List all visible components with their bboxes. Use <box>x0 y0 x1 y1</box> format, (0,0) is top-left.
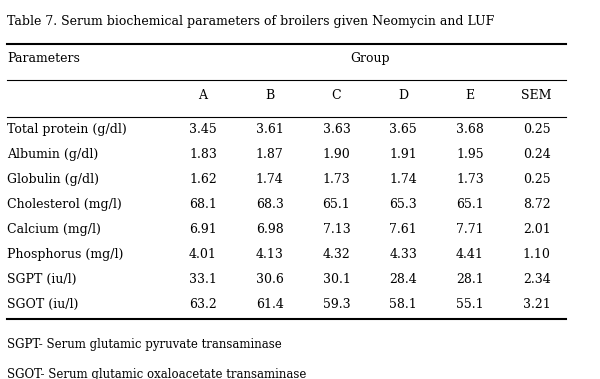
Text: 6.98: 6.98 <box>256 223 284 236</box>
Text: 1.90: 1.90 <box>323 148 350 161</box>
Text: 3.63: 3.63 <box>323 123 350 136</box>
Text: B: B <box>265 89 274 102</box>
Text: Globulin (g/dl): Globulin (g/dl) <box>7 173 99 186</box>
Text: 0.25: 0.25 <box>523 173 550 186</box>
Text: 1.87: 1.87 <box>256 148 284 161</box>
Text: 7.13: 7.13 <box>323 223 350 236</box>
Text: Total protein (g/dl): Total protein (g/dl) <box>7 123 127 136</box>
Text: 1.83: 1.83 <box>189 148 217 161</box>
Text: C: C <box>332 89 341 102</box>
Text: 4.33: 4.33 <box>389 247 417 261</box>
Text: 68.1: 68.1 <box>189 198 217 211</box>
Text: Parameters: Parameters <box>7 52 80 66</box>
Text: A: A <box>199 89 208 102</box>
Text: 55.1: 55.1 <box>456 298 484 311</box>
Text: D: D <box>398 89 408 102</box>
Text: 30.6: 30.6 <box>256 273 284 286</box>
Text: 28.1: 28.1 <box>456 273 484 286</box>
Text: SEM: SEM <box>521 89 552 102</box>
Text: 28.4: 28.4 <box>389 273 417 286</box>
Text: 6.91: 6.91 <box>189 223 217 236</box>
Text: 33.1: 33.1 <box>189 273 217 286</box>
Text: 2.34: 2.34 <box>523 273 551 286</box>
Text: 7.71: 7.71 <box>456 223 484 236</box>
Text: 3.61: 3.61 <box>256 123 284 136</box>
Text: 1.95: 1.95 <box>456 148 484 161</box>
Text: 4.13: 4.13 <box>256 247 284 261</box>
Text: Calcium (mg/l): Calcium (mg/l) <box>7 223 101 236</box>
Text: 3.21: 3.21 <box>523 298 551 311</box>
Text: E: E <box>466 89 475 102</box>
Text: SGPT (iu/l): SGPT (iu/l) <box>7 273 77 286</box>
Text: 1.73: 1.73 <box>456 173 484 186</box>
Text: 1.10: 1.10 <box>523 247 551 261</box>
Text: 2.01: 2.01 <box>523 223 551 236</box>
Text: Phosphorus (mg/l): Phosphorus (mg/l) <box>7 247 124 261</box>
Text: 7.61: 7.61 <box>389 223 417 236</box>
Text: 1.62: 1.62 <box>189 173 217 186</box>
Text: Cholesterol (mg/l): Cholesterol (mg/l) <box>7 198 122 211</box>
Text: 68.3: 68.3 <box>256 198 284 211</box>
Text: 4.01: 4.01 <box>189 247 217 261</box>
Text: 61.4: 61.4 <box>256 298 284 311</box>
Text: 8.72: 8.72 <box>523 198 550 211</box>
Text: 4.41: 4.41 <box>456 247 484 261</box>
Text: 4.32: 4.32 <box>323 247 350 261</box>
Text: 63.2: 63.2 <box>189 298 217 311</box>
Text: 58.1: 58.1 <box>389 298 417 311</box>
Text: 0.25: 0.25 <box>523 123 550 136</box>
Text: 3.68: 3.68 <box>456 123 484 136</box>
Text: SGOT- Serum glutamic oxaloacetate transaminase: SGOT- Serum glutamic oxaloacetate transa… <box>7 368 307 379</box>
Text: 65.3: 65.3 <box>389 198 417 211</box>
Text: Albumin (g/dl): Albumin (g/dl) <box>7 148 98 161</box>
Text: 30.1: 30.1 <box>323 273 350 286</box>
Text: 1.73: 1.73 <box>323 173 350 186</box>
Text: 65.1: 65.1 <box>456 198 484 211</box>
Text: 1.91: 1.91 <box>389 148 417 161</box>
Text: 3.65: 3.65 <box>389 123 417 136</box>
Text: 1.74: 1.74 <box>256 173 284 186</box>
Text: SGPT- Serum glutamic pyruvate transaminase: SGPT- Serum glutamic pyruvate transamina… <box>7 338 282 351</box>
Text: 3.45: 3.45 <box>189 123 217 136</box>
Text: SGOT (iu/l): SGOT (iu/l) <box>7 298 79 311</box>
Text: Group: Group <box>350 52 389 66</box>
Text: 59.3: 59.3 <box>323 298 350 311</box>
Text: 65.1: 65.1 <box>323 198 350 211</box>
Text: 1.74: 1.74 <box>389 173 417 186</box>
Text: 0.24: 0.24 <box>523 148 551 161</box>
Text: Table 7. Serum biochemical parameters of broilers given Neomycin and LUF: Table 7. Serum biochemical parameters of… <box>7 15 494 28</box>
